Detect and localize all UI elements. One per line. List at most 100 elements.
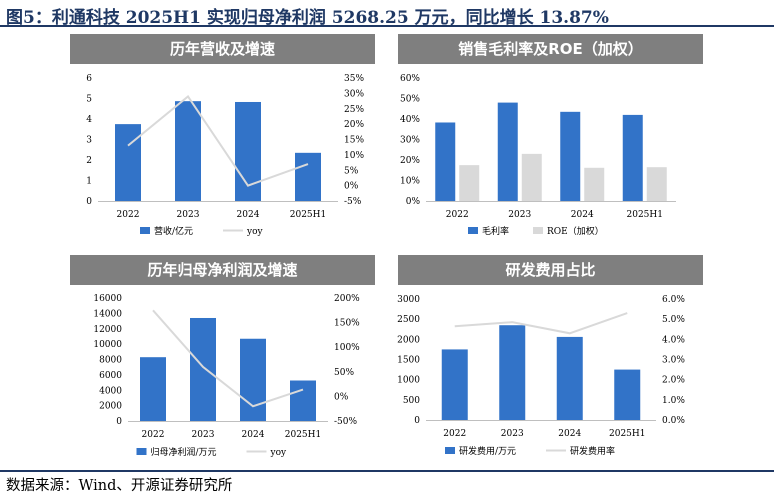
bar-primary <box>175 101 201 201</box>
y-tick-label: 50% <box>400 95 420 105</box>
bar-primary <box>614 369 641 420</box>
y-tick-label: 2000 <box>99 402 122 412</box>
margin-roe-chart: 0% 10% 20% 30% 40% 50% 60% 2022 2023 2024 2025H1 毛利… <box>400 74 676 237</box>
x-tick-label: 2023 <box>192 430 215 440</box>
y-tick-label: 6 <box>86 74 92 84</box>
bar-secondary <box>459 165 480 201</box>
y-tick-label: 1000 <box>397 376 420 386</box>
legend-label: ROE（加权） <box>547 225 604 237</box>
y-tick-label: 4000 <box>99 386 122 396</box>
bar-primary <box>560 111 581 201</box>
x-tick-label: 2024 <box>558 429 581 439</box>
y-tick-label: 500 <box>403 396 420 406</box>
series-line <box>152 309 304 408</box>
x-tick-label: 2022 <box>142 430 165 440</box>
chart-title: 销售毛利率及ROE（加权） <box>398 34 703 64</box>
x-tick-label: 2023 <box>177 210 200 220</box>
x-tick-label: 2024 <box>242 430 265 440</box>
x-tick-label: 2025H1 <box>609 429 645 439</box>
y-tick-label: 8000 <box>99 356 122 366</box>
legend-swatch <box>468 227 478 234</box>
x-tick-label: 2023 <box>508 210 531 220</box>
y-tick-label: 10000 <box>93 340 122 350</box>
x-tick-label: 2022 <box>446 210 469 220</box>
y2-tick-label: 15% <box>344 136 364 146</box>
bar-primary <box>295 152 321 201</box>
source-note: 数据来源：Wind、开源证券研究所 <box>6 478 233 494</box>
bar-primary <box>499 325 526 420</box>
bar-primary <box>140 357 166 421</box>
bar-primary <box>240 338 266 421</box>
series-line <box>454 312 628 335</box>
y2-tick-label: 6.0% <box>662 295 685 305</box>
y-tick-label: 20% <box>400 156 420 166</box>
x-tick-label: 2024 <box>571 210 594 220</box>
chart-title: 历年归母净利润及增速 <box>70 255 375 285</box>
y2-tick-label: 5% <box>344 166 359 176</box>
y2-tick-label: 4.0% <box>662 335 685 345</box>
y2-tick-label: 2.0% <box>662 376 685 386</box>
x-tick-label: 2022 <box>443 429 466 439</box>
y2-tick-label: 30% <box>344 89 364 99</box>
chart-panel-margin-roe: 销售毛利率及ROE（加权） 0% 10% 20% 30% 40% 50% 60% 2022 20… <box>398 34 703 246</box>
y2-tick-label: 0.0% <box>662 416 685 426</box>
legend-label: 毛利率 <box>482 225 509 237</box>
y-tick-label: 30% <box>400 136 420 146</box>
x-tick-label: 2025H1 <box>627 210 663 220</box>
legend-swatch <box>533 227 543 234</box>
y2-tick-label: 0% <box>334 392 349 402</box>
y-tick-label: 10% <box>400 177 420 187</box>
y2-tick-label: 3.0% <box>662 356 685 366</box>
y2-tick-label: -5% <box>344 197 362 207</box>
y2-tick-label: 1.0% <box>662 396 685 406</box>
y-tick-label: 4 <box>86 115 92 125</box>
x-tick-label: 2025H1 <box>285 430 321 440</box>
bar-primary <box>290 380 316 421</box>
y-tick-label: 6000 <box>99 371 122 381</box>
x-tick-label: 2025H1 <box>290 210 326 220</box>
legend-swatch <box>136 448 147 455</box>
chart-title: 历年营收及增速 <box>70 34 375 64</box>
y-tick-label: 0% <box>406 197 421 207</box>
x-tick-label: 2022 <box>117 210 140 220</box>
y-tick-label: 60% <box>400 74 420 84</box>
y2-tick-label: 0% <box>344 182 359 192</box>
y-tick-label: 3000 <box>397 295 420 305</box>
y-tick-label: 5 <box>86 95 92 105</box>
legend-label: 营收/亿元 <box>154 225 193 237</box>
bar-secondary <box>521 153 542 201</box>
y-tick-label: 0 <box>86 197 92 207</box>
bar-primary <box>435 122 456 201</box>
y2-tick-label: 5.0% <box>662 315 685 325</box>
x-tick-label: 2024 <box>237 210 260 220</box>
y2-tick-label: 20% <box>344 120 364 130</box>
y-tick-label: 14000 <box>93 309 122 319</box>
y-tick-label: 1 <box>86 177 92 187</box>
bar-primary <box>556 336 583 420</box>
chart-panel-rd: 研发费用占比 0 500 1000 1500 2000 2500 3000 0.0% 1.0% 2… <box>397 255 703 468</box>
legend-label: 研发费用/万元 <box>459 445 516 457</box>
bar-primary <box>441 349 468 420</box>
legend-label: 研发费用率 <box>570 445 615 457</box>
chart-panel-revenue: 历年营收及增速 0 1 2 3 4 5 6 -5% 0% 5% 10% 15% 20% 25% 30% 35%… <box>70 34 375 246</box>
y-tick-label: 0 <box>414 416 420 426</box>
y-tick-label: 3 <box>86 136 92 146</box>
figure-title: 图5：利通科技 2025H1 实现归母净利润 5268.25 万元，同比增长 1… <box>6 8 609 28</box>
x-tick-label: 2023 <box>501 429 524 439</box>
revenue-chart: 0 1 2 3 4 5 6 -5% 0% 5% 10% 15% 20% 25% 30% 35% 2022 2023… <box>86 74 364 237</box>
y-tick-label: 2000 <box>397 335 420 345</box>
chart-title: 研发费用占比 <box>398 255 703 285</box>
y2-tick-label: -50% <box>334 417 357 427</box>
y2-tick-label: 100% <box>334 343 360 353</box>
y-tick-label: 40% <box>400 115 420 125</box>
bar-secondary <box>646 167 667 201</box>
y2-tick-label: 25% <box>344 105 364 115</box>
y2-tick-label: 200% <box>334 294 360 304</box>
series-line <box>127 94 309 187</box>
legend-swatch <box>140 227 150 234</box>
legend-label: yoy <box>246 227 264 237</box>
y-tick-label: 16000 <box>93 294 122 304</box>
net-profit-chart: 0 2000 4000 6000 8000 10000 12000 14000 16000 -50… <box>93 294 360 458</box>
top-rule <box>0 25 774 27</box>
y2-tick-label: 35% <box>344 74 364 84</box>
